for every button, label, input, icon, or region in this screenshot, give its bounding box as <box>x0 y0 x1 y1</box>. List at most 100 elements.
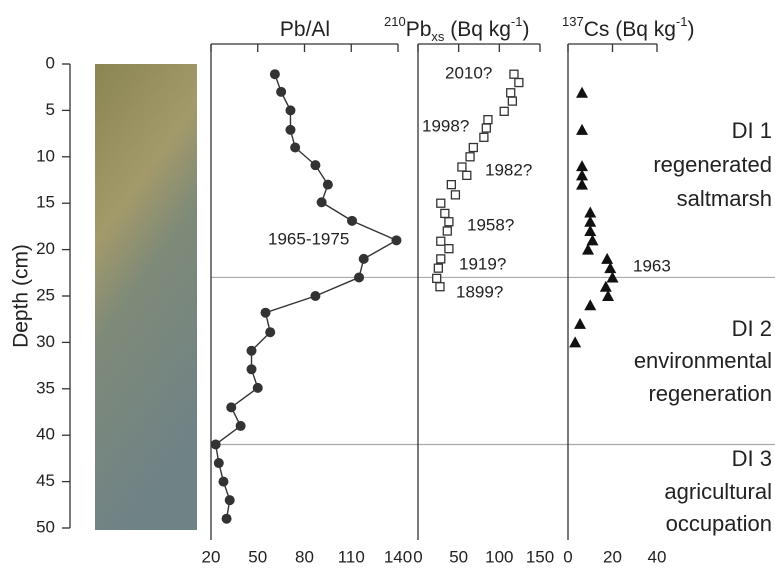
point <box>584 215 597 227</box>
y-tick-label: 20 <box>36 239 55 258</box>
zone-label: saltmarsh <box>677 186 772 211</box>
point <box>599 280 612 292</box>
point <box>574 317 587 329</box>
point <box>226 402 237 413</box>
point <box>483 115 493 125</box>
annotation: 1965-1975 <box>268 229 349 248</box>
point <box>457 162 467 172</box>
annotation: 1899? <box>456 282 503 301</box>
point <box>260 307 271 318</box>
point <box>606 271 619 283</box>
point <box>358 253 369 264</box>
point <box>481 123 491 133</box>
x-tick-label: 50 <box>449 547 468 566</box>
point <box>569 336 582 348</box>
x-tick-label: 110 <box>338 547 365 566</box>
point <box>509 69 519 79</box>
profile-line <box>214 73 399 519</box>
zone-label: agricultural <box>664 479 772 504</box>
point <box>604 262 617 274</box>
y-tick-label: 30 <box>36 332 55 351</box>
point <box>221 513 232 524</box>
title-part: ) <box>687 18 694 41</box>
title-part: Cs (Bq kg <box>584 18 676 41</box>
y-tick-label: 35 <box>36 378 55 397</box>
title-part: -1 <box>511 14 523 29</box>
x-tick-label: 40 <box>648 547 667 566</box>
title-part: -1 <box>676 14 688 29</box>
annotation: 1958? <box>467 215 514 234</box>
point <box>576 123 589 135</box>
annotation: 1919? <box>459 254 506 273</box>
y-tick-label: 0 <box>46 53 55 72</box>
point <box>582 243 595 255</box>
point <box>465 152 475 162</box>
point <box>450 190 461 200</box>
title-part: 137 <box>562 14 584 29</box>
x-tick-label: 140 <box>384 547 412 566</box>
point <box>435 282 445 292</box>
title-part: Pb/Al <box>280 18 330 41</box>
y-tick-label: 10 <box>36 146 55 165</box>
x-tick-label: 0 <box>563 547 572 566</box>
point <box>440 208 450 219</box>
point <box>210 439 221 450</box>
x-tick-label: 100 <box>485 547 513 566</box>
title-part: 210 <box>384 14 406 29</box>
title-part: ) <box>522 18 529 41</box>
y-tick-label: 5 <box>46 100 55 119</box>
annotation: 1963 <box>633 256 671 275</box>
x-tick-label: 20 <box>202 547 221 566</box>
point <box>265 327 276 338</box>
point <box>310 291 321 301</box>
point <box>354 272 365 283</box>
point <box>310 160 321 171</box>
point <box>576 178 589 190</box>
x-tick-label: 0 <box>413 547 422 566</box>
point <box>602 290 615 301</box>
point <box>584 225 597 237</box>
y-tick-label: 25 <box>36 285 55 304</box>
zone-label: DI 2 <box>732 316 772 341</box>
y-axis-title: Depth (cm) <box>10 244 33 348</box>
point <box>586 234 599 246</box>
point <box>444 244 454 254</box>
point <box>235 420 246 431</box>
annotation: 2010? <box>445 63 492 82</box>
point <box>601 252 614 264</box>
x-tick-label: 150 <box>526 547 554 566</box>
point <box>285 124 296 135</box>
zone-label: occupation <box>666 511 772 536</box>
zone-label: regenerated <box>653 152 772 177</box>
panel-title: 210Pbxs (Bq kg-1) <box>384 14 529 44</box>
point <box>285 105 296 116</box>
y-tick-label: 50 <box>36 517 55 536</box>
annotation: 1982? <box>485 160 532 179</box>
title-part: xs <box>431 29 445 44</box>
panel-title: Pb/Al <box>280 18 330 41</box>
point <box>436 236 446 246</box>
point <box>446 179 456 190</box>
point <box>442 226 452 236</box>
point <box>290 142 301 153</box>
y-tick-label: 15 <box>36 193 55 212</box>
point <box>479 132 489 142</box>
point <box>514 77 524 88</box>
point <box>252 382 263 393</box>
point <box>316 197 327 208</box>
point <box>347 215 358 226</box>
x-tick-label: 50 <box>248 547 267 566</box>
point <box>391 235 402 246</box>
point <box>276 86 287 97</box>
point <box>433 263 443 273</box>
point <box>584 206 597 218</box>
panel-title: 137Cs (Bq kg-1) <box>562 14 694 41</box>
point <box>436 198 446 208</box>
point <box>499 106 509 116</box>
x-tick-label: 20 <box>603 547 622 566</box>
title-part: Pb <box>406 18 432 41</box>
point <box>322 179 333 190</box>
point <box>269 69 280 80</box>
point <box>468 142 478 153</box>
